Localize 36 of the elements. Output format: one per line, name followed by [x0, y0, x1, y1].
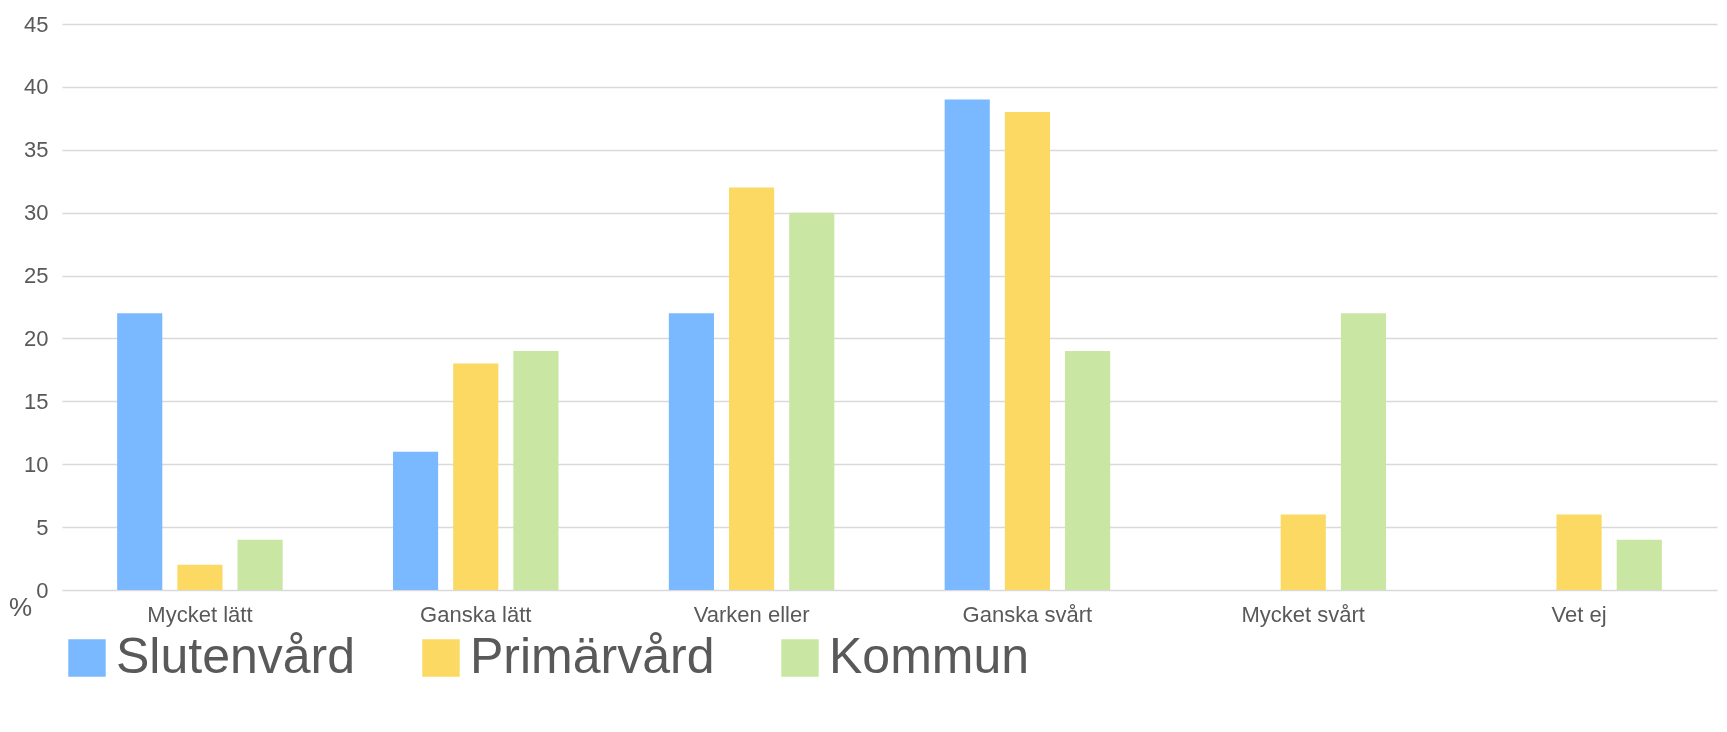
y-axis-title: %	[8, 591, 33, 622]
bar	[1280, 514, 1326, 590]
legend-label: Primärvård	[470, 628, 715, 684]
y-tick-label: 20	[24, 325, 49, 351]
bar	[237, 539, 283, 590]
x-tick-label: Varken eller	[693, 601, 810, 627]
bar	[789, 212, 835, 590]
x-tick-label: Mycket svårt	[1241, 601, 1365, 627]
x-tick-label: Ganska svårt	[962, 601, 1093, 627]
bar	[513, 351, 559, 590]
y-tick-label: 40	[24, 74, 49, 100]
y-tick-label: 10	[24, 451, 49, 477]
y-tick-label: 30	[24, 200, 49, 226]
x-tick-label: Vet ej	[1551, 601, 1607, 627]
bar	[117, 313, 163, 590]
bar	[729, 187, 775, 590]
bar	[393, 451, 439, 590]
y-tick-label: 45	[24, 11, 49, 37]
x-tick-label: Mycket lätt	[147, 601, 253, 627]
y-tick-label: 0	[36, 577, 49, 603]
bar	[453, 363, 499, 590]
bar	[177, 564, 223, 590]
bar	[1004, 112, 1050, 590]
y-tick-label: 25	[24, 263, 49, 289]
bar	[1340, 313, 1386, 590]
bar	[1556, 514, 1602, 590]
bar	[1616, 539, 1662, 590]
bar	[944, 99, 990, 590]
y-tick-label: 15	[24, 388, 49, 414]
x-tick-label: Ganska lätt	[420, 601, 532, 627]
bar	[668, 313, 714, 590]
y-tick-label: 5	[36, 514, 49, 540]
y-tick-label: 35	[24, 137, 49, 163]
bar	[1065, 351, 1111, 590]
legend-label: Slutenvård	[116, 628, 356, 684]
legend-label: Kommun	[829, 628, 1030, 684]
